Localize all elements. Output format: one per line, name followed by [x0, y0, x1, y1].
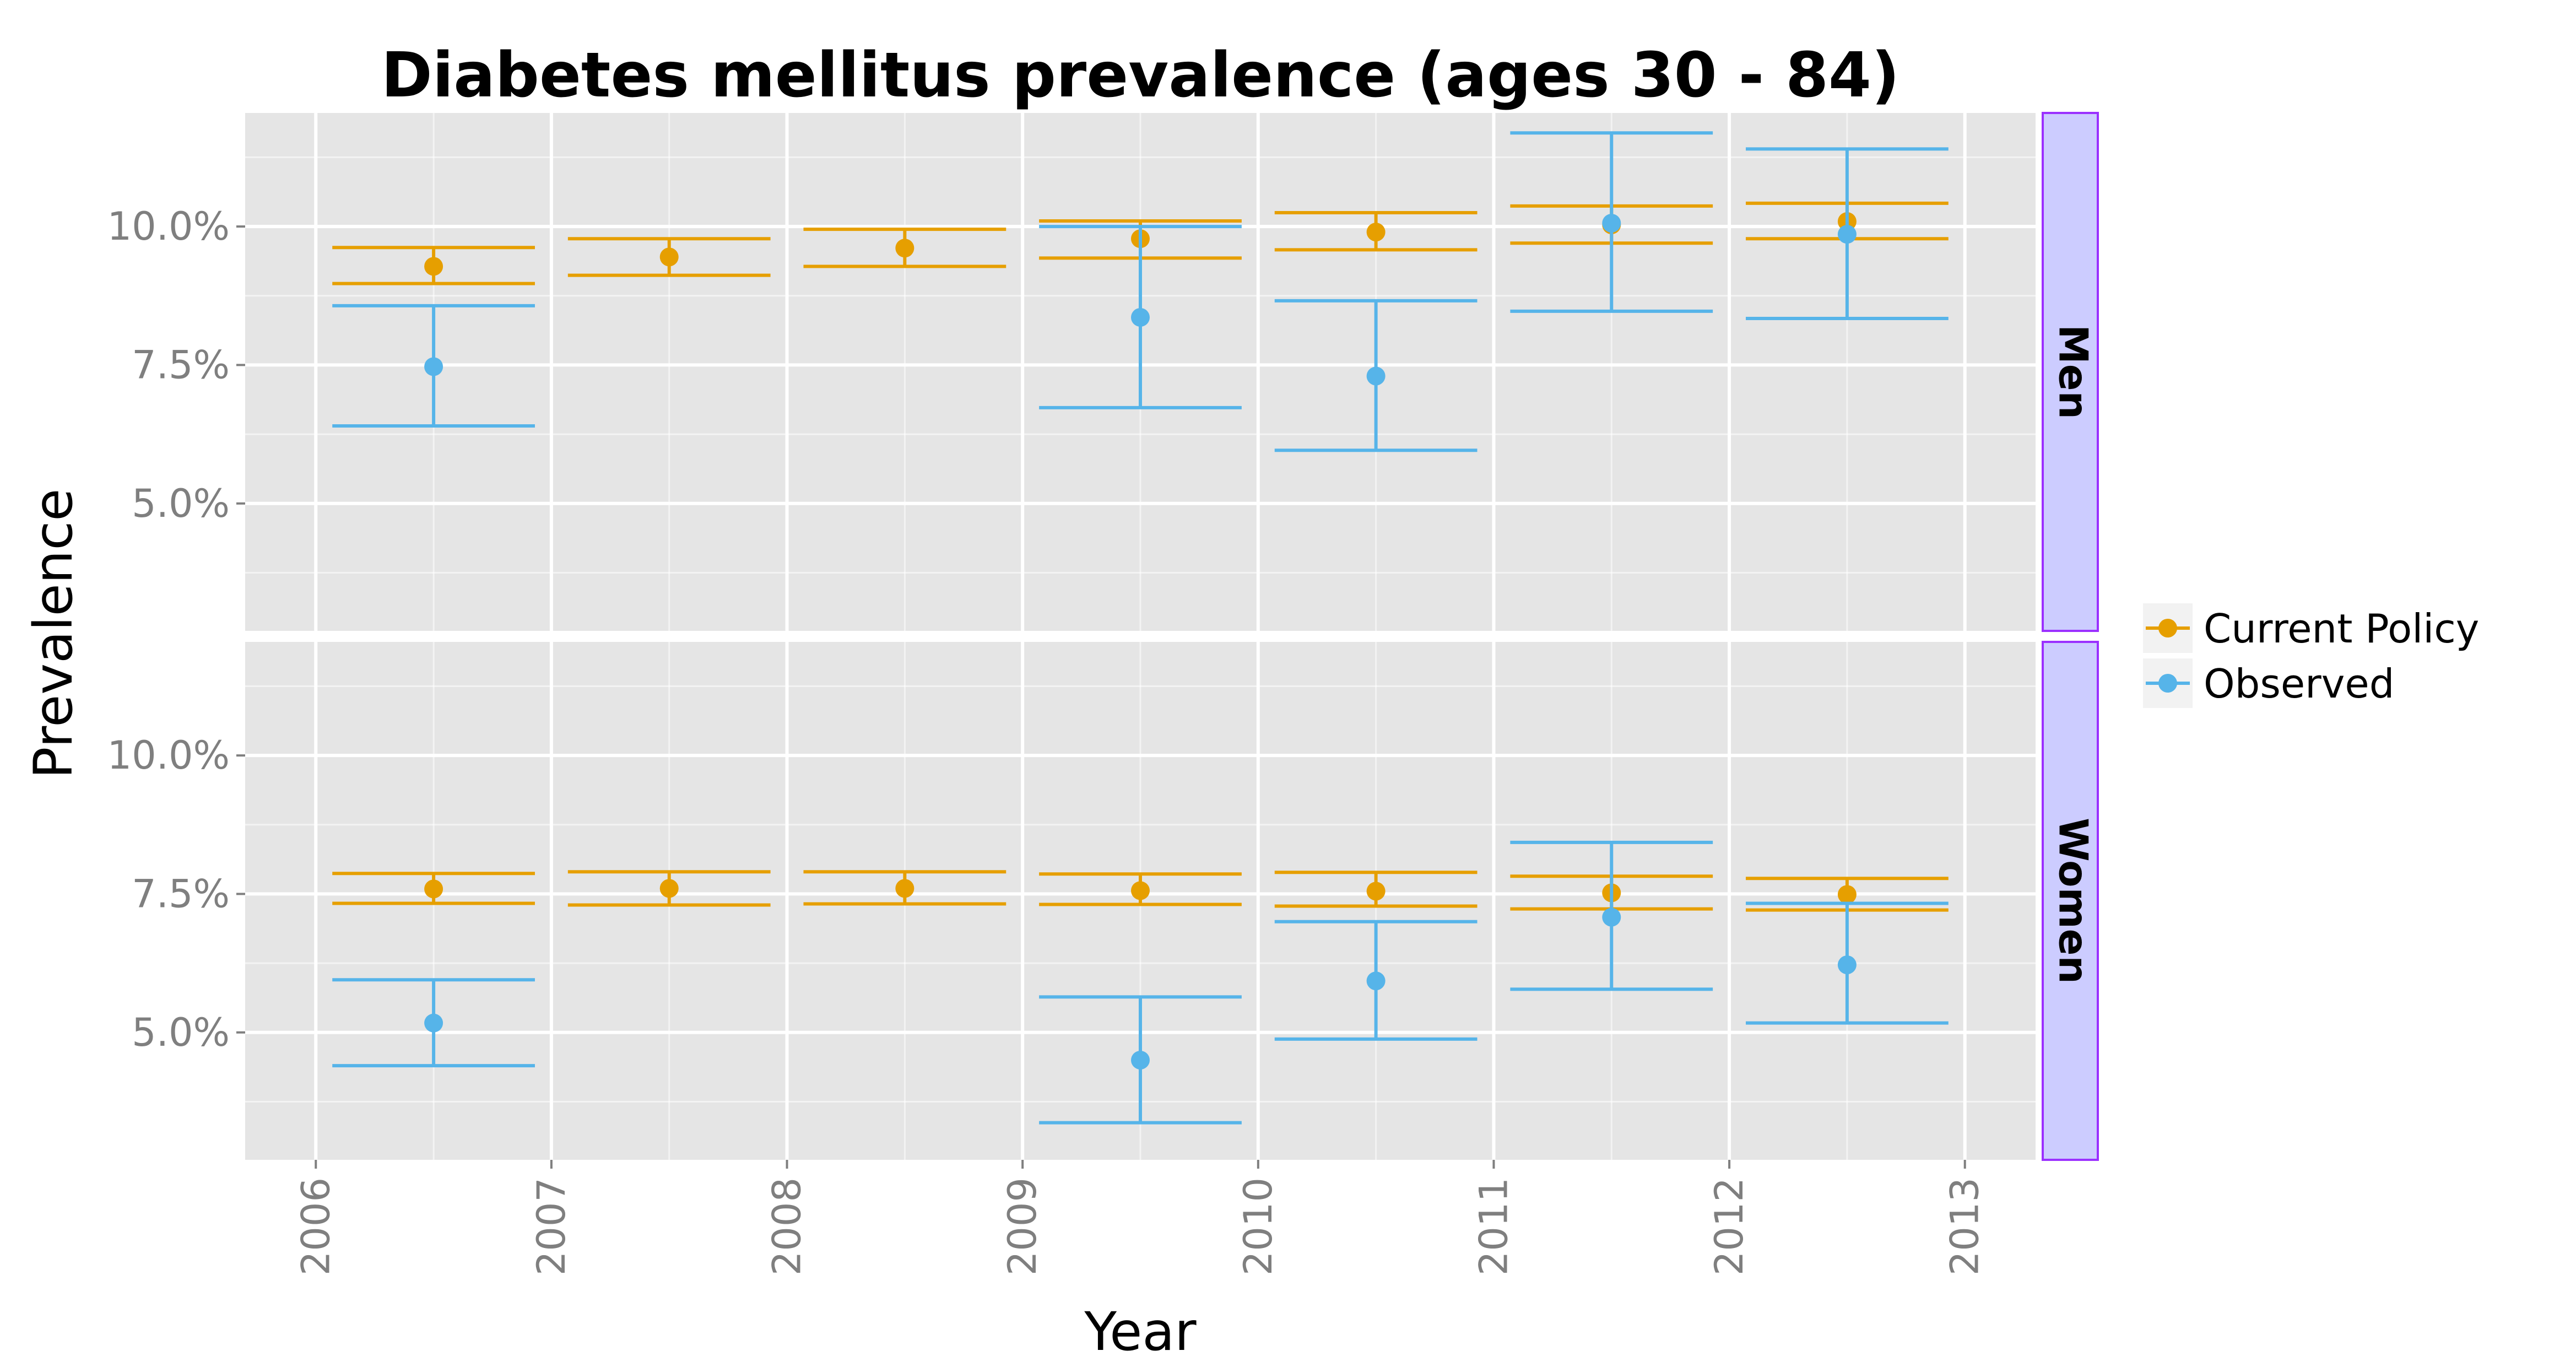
series-observed [332, 840, 1949, 1125]
x-tick-label: 2006 [293, 1177, 338, 1276]
x-tick-label: 2010 [1236, 1177, 1281, 1276]
x-tick-label: 2007 [529, 1177, 574, 1276]
data-point [895, 879, 914, 898]
legend-marker [2158, 674, 2177, 693]
data-point [895, 239, 914, 258]
strip-background [2042, 112, 2099, 632]
legend-item: Observed [2143, 658, 2394, 708]
x-tick-label: 2012 [1707, 1177, 1752, 1276]
data-point [1366, 882, 1386, 901]
legend: Current Policy Observed [2143, 603, 2479, 708]
panels: 5.0% 7.5% 10.0% Men 5.0% 7.5% 10.0% Women [107, 112, 2099, 1161]
data-point [1131, 1051, 1150, 1070]
y-tick-label: 5.0% [132, 481, 230, 526]
y-tick-label: 10.0% [107, 733, 230, 778]
data-point [424, 1013, 443, 1033]
data-point [1366, 971, 1386, 991]
x-axis: 2006 2007 2008 2009 2010 2011 2012 2013 [293, 1160, 1988, 1276]
strip-background [2042, 641, 2099, 1161]
x-tick-label: 2009 [1000, 1177, 1045, 1276]
data-point [1837, 225, 1857, 244]
data-point [1131, 307, 1150, 327]
strip-label-men: Men [2050, 325, 2096, 419]
panel-women: 5.0% 7.5% 10.0% Women [107, 641, 2099, 1161]
x-tick-label: 2008 [765, 1177, 810, 1276]
chart-title: Diabetes mellitus prevalence (ages 30 - … [381, 40, 1899, 111]
legend-label: Current Policy [2204, 606, 2479, 652]
legend-marker [2158, 619, 2177, 637]
y-tick-label: 5.0% [132, 1010, 230, 1055]
strip-label-women: Women [2050, 818, 2096, 984]
panel-men: 5.0% 7.5% 10.0% Men [107, 112, 2099, 632]
series-observed [332, 131, 1949, 452]
data-point [1131, 881, 1150, 900]
data-point [1366, 223, 1386, 242]
data-point [424, 357, 443, 376]
data-point [1602, 907, 1621, 927]
y-tick-label: 10.0% [107, 204, 230, 249]
y-axis-title: Prevalence [23, 489, 84, 779]
legend-label: Observed [2204, 661, 2394, 707]
x-axis-title: Year [1084, 1301, 1197, 1363]
y-tick-label: 7.5% [132, 342, 230, 387]
data-point [424, 257, 443, 276]
x-tick-label: 2013 [1942, 1177, 1988, 1276]
data-point [659, 879, 679, 898]
data-point [1837, 955, 1857, 975]
y-tick-label: 7.5% [132, 871, 230, 916]
data-point [1602, 214, 1621, 233]
data-point [424, 879, 443, 899]
x-tick-label: 2011 [1471, 1177, 1516, 1276]
data-point [659, 247, 679, 267]
data-point [1837, 885, 1857, 904]
legend-item: Current Policy [2143, 603, 2479, 653]
data-point [1366, 366, 1386, 386]
